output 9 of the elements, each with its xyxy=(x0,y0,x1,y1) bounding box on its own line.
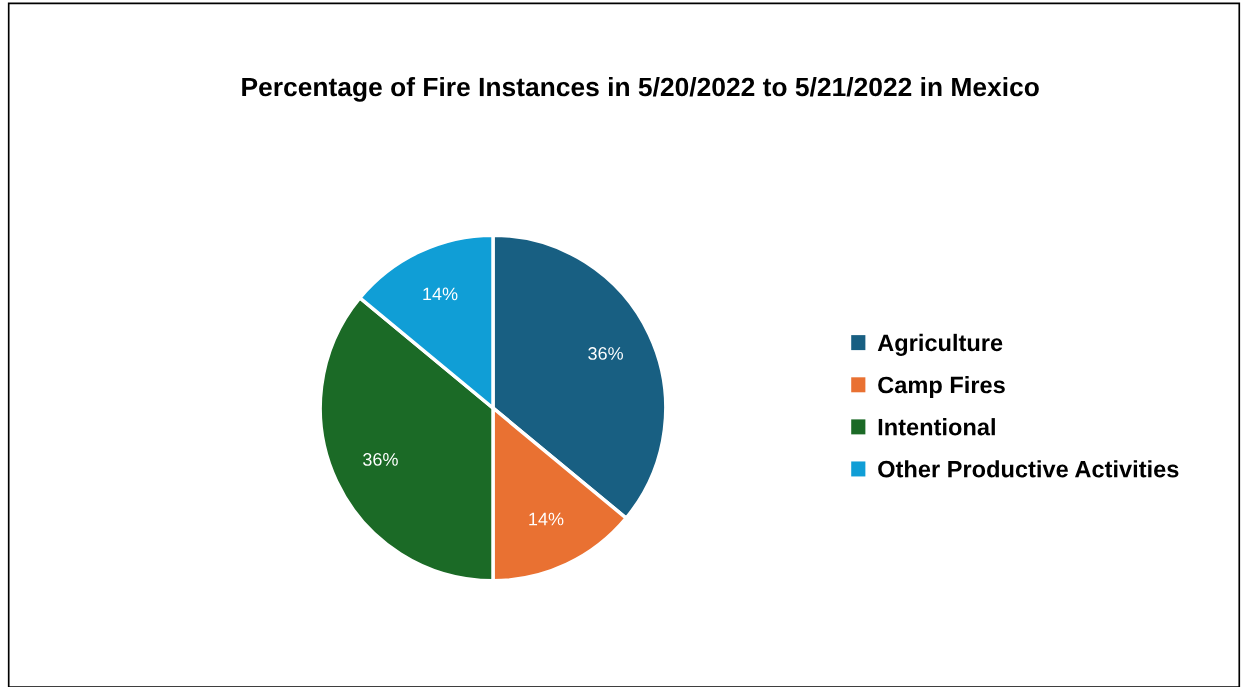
chart-title: Percentage of Fire Instances in 5/20/2022 to 5/21/2022 in Mexico xyxy=(242,76,1039,102)
data-label: 14% xyxy=(529,512,564,526)
legend-label: Intentional xyxy=(878,418,995,436)
data-label: 14% xyxy=(423,287,458,301)
legend-label: Camp Fires xyxy=(878,376,1005,399)
data-label: 36% xyxy=(588,347,623,360)
legend-label: Other Productive Activities xyxy=(878,460,1179,478)
data-label: 36% xyxy=(363,453,398,466)
legend-label: Agriculture xyxy=(877,333,1003,356)
